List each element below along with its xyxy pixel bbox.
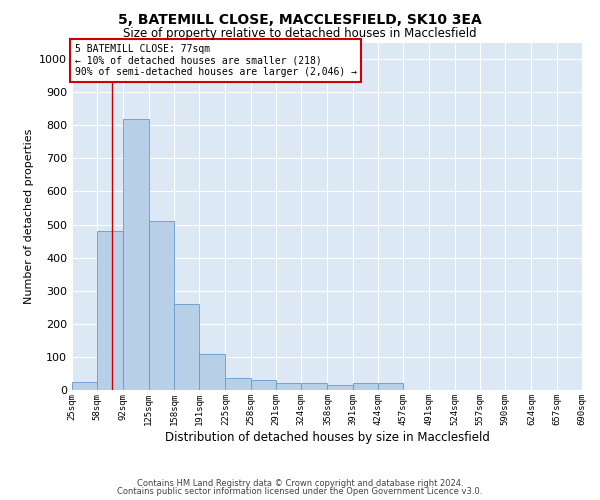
Bar <box>251 380 276 390</box>
Bar <box>149 221 174 390</box>
Bar <box>174 304 199 390</box>
Text: 5 BATEMILL CLOSE: 77sqm
← 10% of detached houses are smaller (218)
90% of semi-d: 5 BATEMILL CLOSE: 77sqm ← 10% of detache… <box>74 44 356 78</box>
Bar <box>226 378 251 390</box>
Bar <box>353 384 378 390</box>
Bar <box>301 384 328 390</box>
Bar <box>378 384 403 390</box>
Text: 5, BATEMILL CLOSE, MACCLESFIELD, SK10 3EA: 5, BATEMILL CLOSE, MACCLESFIELD, SK10 3E… <box>118 12 482 26</box>
Bar <box>328 385 353 390</box>
Bar <box>124 118 149 390</box>
Bar <box>276 384 301 390</box>
Y-axis label: Number of detached properties: Number of detached properties <box>23 128 34 304</box>
Bar <box>97 231 124 390</box>
Text: Size of property relative to detached houses in Macclesfield: Size of property relative to detached ho… <box>123 28 477 40</box>
Bar <box>199 354 226 390</box>
Bar <box>72 382 97 390</box>
Text: Contains public sector information licensed under the Open Government Licence v3: Contains public sector information licen… <box>118 487 482 496</box>
Text: Contains HM Land Registry data © Crown copyright and database right 2024.: Contains HM Land Registry data © Crown c… <box>137 478 463 488</box>
X-axis label: Distribution of detached houses by size in Macclesfield: Distribution of detached houses by size … <box>164 430 490 444</box>
